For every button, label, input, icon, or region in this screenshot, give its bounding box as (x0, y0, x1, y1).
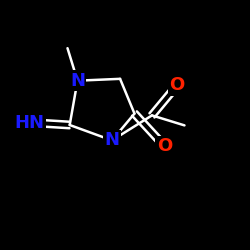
Text: HN: HN (15, 114, 45, 132)
Text: O: O (157, 137, 172, 155)
Text: N: N (70, 72, 85, 90)
Text: O: O (169, 76, 184, 94)
Text: N: N (104, 132, 120, 150)
